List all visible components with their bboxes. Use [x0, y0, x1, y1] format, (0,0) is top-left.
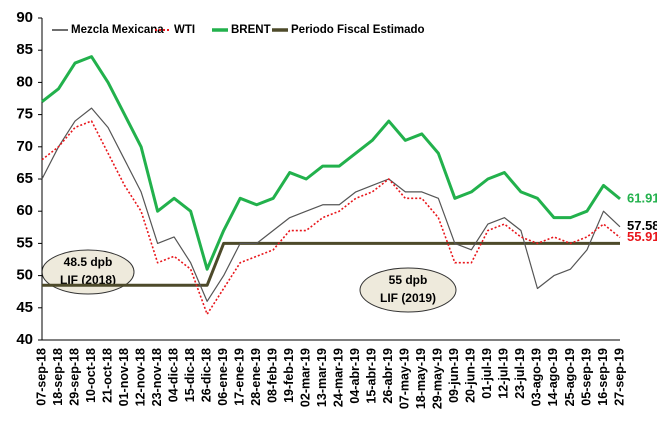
x-tick-label: 26-dic-18 [199, 348, 213, 402]
legend-label: WTI [174, 24, 195, 36]
annotation-text: LIF (2018) [60, 273, 116, 287]
y-tick-label: 60 [16, 202, 33, 219]
x-tick-label: 09-jun-19 [447, 348, 461, 403]
annotation-text: 55 dpb [389, 273, 428, 287]
x-tick-label: 18-sep-18 [51, 348, 65, 406]
x-tick-label: 01-nov-18 [117, 348, 131, 406]
legend-label: Mezcla Mexicana [71, 24, 164, 36]
y-tick-label: 65 [16, 170, 33, 187]
series-line [41, 107, 621, 302]
x-tick-label: 28-ene-19 [249, 348, 263, 406]
x-tick-label: 18-may-19 [414, 348, 428, 409]
x-tick-label: 12-nov-18 [133, 348, 147, 406]
x-tick-label: 16-sep-19 [596, 348, 610, 406]
x-tick-label: 12-jul-19 [497, 348, 511, 399]
x-tick-label: 21-oct-18 [100, 348, 114, 403]
x-tick-label: 07-may-19 [398, 348, 412, 409]
x-tick-label: 29-may-19 [431, 348, 445, 409]
x-tick-label: 15-dic-18 [183, 348, 197, 402]
x-tick-label: 27-sep-19 [612, 348, 626, 406]
x-tick-label: 07-sep-18 [34, 348, 48, 406]
y-tick-label: 45 [16, 299, 33, 316]
x-tick-label: 08-feb-19 [265, 348, 279, 403]
x-tick-label: 25-ago-19 [563, 348, 577, 406]
y-tick-label: 75 [16, 106, 33, 123]
x-tick-label: 14-ago-19 [546, 348, 560, 406]
x-tick-label: 13-mar-19 [315, 348, 329, 407]
y-tick-label: 90 [16, 9, 33, 26]
annotation-text: 48.5 dpb [64, 255, 113, 269]
x-tick-label: 01-jul-19 [480, 348, 494, 399]
x-tick-label: 15-abr-19 [365, 348, 379, 404]
x-tick-label: 10-oct-18 [84, 348, 98, 403]
value-label: 57.58 [627, 218, 657, 233]
x-tick-label: 24-mar-19 [332, 348, 346, 407]
x-tick-label: 04-abr-19 [348, 348, 362, 404]
series-line [41, 120, 621, 316]
x-tick-label: 23-jul-19 [513, 348, 527, 399]
series-line [42, 241, 620, 287]
x-tick-label: 03-ago-19 [530, 348, 544, 406]
y-tick-label: 40 [16, 331, 33, 348]
annotation-text: LIF (2019) [380, 291, 436, 305]
y-tick-label: 80 [16, 73, 33, 90]
x-tick-label: 05-sep-19 [579, 348, 593, 406]
annotation-bubble [359, 267, 457, 313]
y-tick-label: 85 [16, 41, 33, 58]
series-line [41, 55, 621, 271]
x-tick-label: 04-dic-18 [166, 348, 180, 402]
y-tick-label: 70 [16, 138, 33, 155]
value-label: 55.91 [627, 229, 657, 244]
x-tick-label: 23-nov-18 [150, 348, 164, 406]
x-tick-label: 19-feb-19 [282, 348, 296, 403]
y-tick-label: 50 [16, 267, 33, 284]
x-tick-label: 17-ene-19 [232, 348, 246, 406]
legend-label: Periodo Fiscal Estimado [291, 24, 425, 36]
x-tick-label: 06-ene-19 [216, 348, 230, 406]
legend-label: BRENT [231, 24, 271, 36]
x-tick-label: 20-jun-19 [464, 348, 478, 403]
value-label: 61.91 [627, 190, 657, 205]
x-tick-label: 26-abr-19 [381, 348, 395, 404]
y-tick-label: 55 [16, 234, 33, 251]
x-tick-label: 29-sep-18 [67, 348, 81, 406]
x-tick-label: 02-mar-19 [299, 348, 313, 407]
